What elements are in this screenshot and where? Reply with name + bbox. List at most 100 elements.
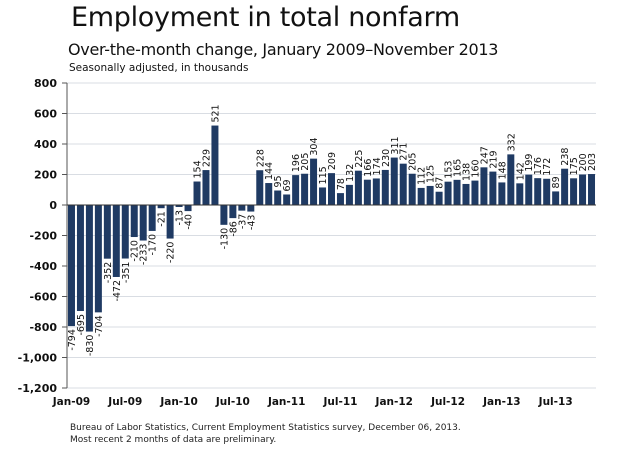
bar (265, 183, 273, 205)
data-label: 205 (300, 153, 311, 171)
data-label: 247 (479, 146, 490, 164)
bar (381, 169, 389, 205)
y-tick-label: 600 (34, 108, 57, 121)
data-label: 172 (542, 158, 553, 176)
data-label: 154 (193, 160, 204, 178)
bar (229, 205, 237, 219)
data-label: 230 (381, 149, 392, 167)
y-tick-label: 200 (34, 169, 57, 182)
data-label: 87 (435, 177, 446, 189)
data-label: 175 (569, 157, 580, 175)
y-tick-label: 800 (34, 77, 57, 90)
chart-subtitle: Over-the-month change, January 2009–Nove… (68, 40, 499, 59)
y-tick-label: -800 (29, 321, 57, 334)
bar (319, 187, 327, 205)
bar (579, 174, 587, 205)
bar (121, 205, 129, 259)
bar (588, 174, 596, 205)
data-label: 142 (515, 162, 526, 180)
bar (426, 185, 434, 205)
data-label: 153 (444, 161, 455, 179)
data-label: 200 (578, 153, 589, 171)
bar (283, 194, 291, 205)
data-label: 209 (327, 152, 338, 170)
data-label: -794 (67, 329, 78, 351)
data-label: -21 (157, 211, 168, 227)
data-label: -472 (112, 280, 123, 302)
y-tick-label: -400 (29, 260, 57, 273)
bar (112, 205, 120, 277)
bar (328, 173, 335, 205)
x-tick-label: Jul-11 (322, 396, 357, 408)
bar (471, 180, 479, 205)
bar (570, 178, 578, 205)
preliminary-note: Most recent 2 months of data are prelimi… (70, 435, 277, 445)
y-tick-label: -200 (29, 230, 57, 243)
bar (202, 170, 210, 205)
data-label: 160 (470, 159, 481, 177)
x-tick-label: Jan-11 (267, 396, 305, 408)
bars (67, 125, 596, 332)
data-label: 69 (282, 179, 293, 191)
bar (238, 205, 246, 211)
data-label: 196 (291, 154, 302, 172)
data-label: 148 (497, 161, 508, 179)
data-label: 176 (533, 157, 544, 175)
data-label: -86 (228, 221, 239, 237)
x-tick-label: Jul-12 (430, 396, 465, 408)
data-label: 174 (372, 157, 383, 175)
x-tick-label: Jan-10 (159, 396, 197, 408)
bar (193, 181, 201, 205)
data-label: -37 (237, 214, 248, 230)
bar (507, 154, 515, 205)
data-label: 115 (318, 166, 329, 184)
data-label: 112 (417, 167, 428, 185)
bar (67, 205, 75, 327)
data-label: 271 (399, 143, 410, 161)
data-label: -130 (219, 228, 230, 250)
bar (408, 173, 416, 205)
data-label: 166 (363, 159, 374, 177)
y-tick-label: 400 (34, 138, 57, 151)
data-label: 78 (336, 178, 347, 190)
bar (103, 205, 111, 259)
bar (175, 205, 183, 207)
bar (462, 183, 470, 205)
data-label: -695 (76, 314, 87, 336)
bar (552, 191, 560, 205)
x-tick-label: Jul-10 (215, 396, 250, 408)
y-tick-label: 0 (49, 199, 57, 212)
data-label: -352 (103, 262, 114, 284)
data-label: 199 (524, 154, 535, 172)
bar (516, 183, 524, 205)
data-label: 238 (560, 148, 571, 166)
bar (444, 181, 452, 205)
bar (543, 178, 551, 205)
bar (480, 167, 488, 205)
bar (390, 157, 398, 205)
x-tick-label: Jan-09 (52, 396, 90, 408)
data-label: 311 (390, 136, 401, 154)
bar (489, 171, 497, 205)
data-label: 203 (587, 153, 598, 171)
data-label: -830 (85, 335, 96, 357)
bar (211, 125, 219, 205)
data-label: 165 (453, 159, 464, 177)
data-label: -43 (246, 215, 257, 231)
bar (498, 182, 506, 205)
data-label: -40 (184, 214, 195, 230)
data-label: 132 (345, 164, 356, 182)
bar (247, 205, 255, 212)
data-label: -233 (139, 244, 150, 266)
y-tick-label: -600 (29, 291, 57, 304)
x-tick-label: Jan-12 (375, 396, 413, 408)
data-label: -220 (166, 242, 177, 264)
source-note: Bureau of Labor Statistics, Current Empl… (70, 423, 461, 433)
data-label: 332 (506, 133, 517, 151)
bar (274, 190, 282, 205)
chart-title: Employment in total nonfarm (71, 2, 460, 33)
bar (220, 205, 228, 225)
bar (363, 179, 371, 205)
bar (345, 184, 353, 205)
bar (399, 163, 407, 205)
